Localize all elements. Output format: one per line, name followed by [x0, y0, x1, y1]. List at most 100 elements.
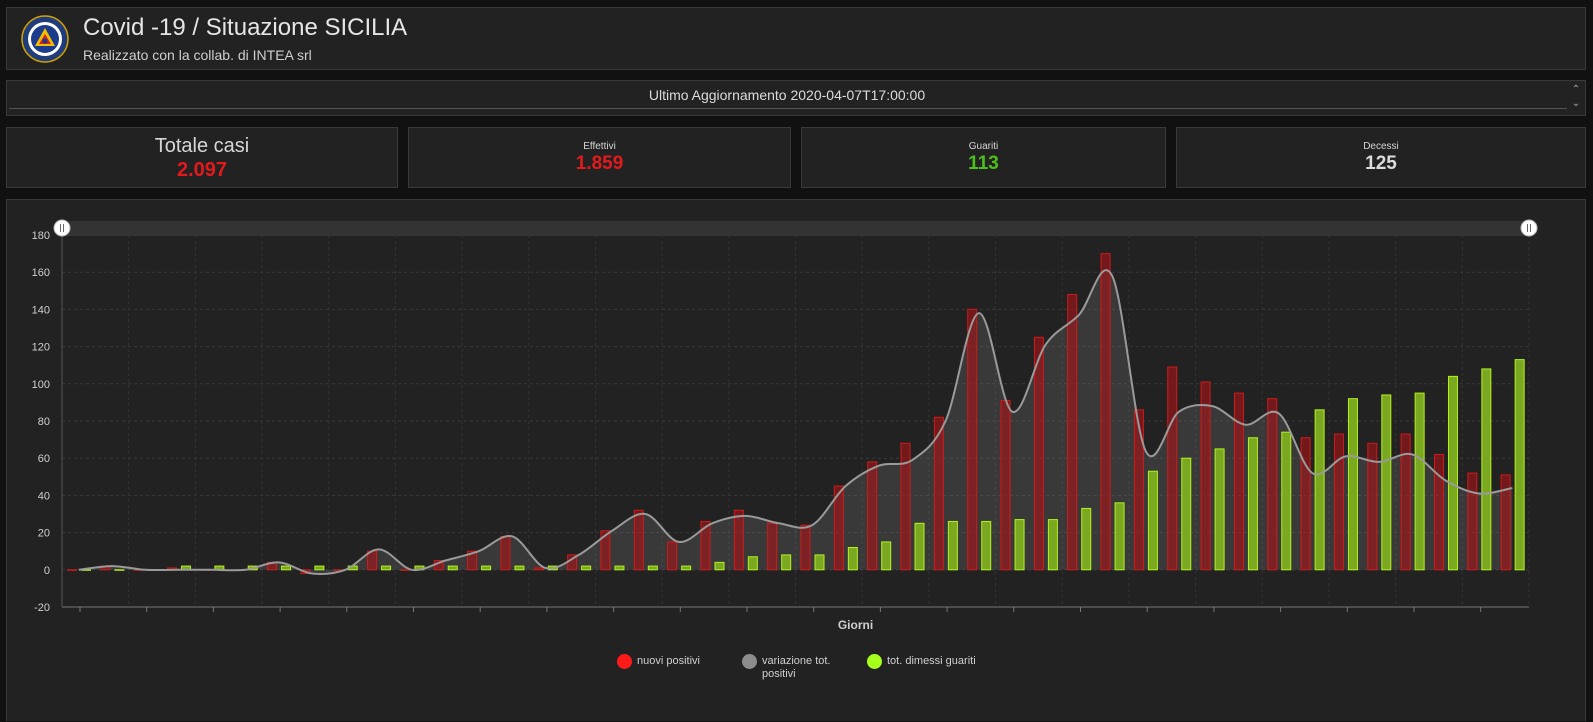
- stat-guariti: Guariti 113: [801, 127, 1166, 188]
- bar-nuovi-positivi: [633, 509, 644, 571]
- y-tick-label: 180: [32, 230, 50, 242]
- y-tick-label: 140: [32, 304, 50, 316]
- bar-nuovi-positivi: [1433, 453, 1444, 571]
- bar-dimessi-guariti: [1314, 409, 1325, 571]
- bar-dimessi-guariti: [614, 565, 625, 571]
- bar-dimessi-guariti: [814, 554, 825, 571]
- bar-nuovi-positivi: [600, 530, 611, 571]
- bar-dimessi-guariti: [714, 561, 725, 571]
- bar-nuovi-positivi: [733, 509, 744, 571]
- bar-nuovi-positivi: [1200, 381, 1211, 571]
- x-axis-title: Giorni: [838, 618, 873, 632]
- bar-nuovi-positivi: [967, 308, 978, 571]
- bar-nuovi-positivi: [833, 485, 844, 571]
- bar-dimessi-guariti: [114, 569, 125, 571]
- y-tick-label: 0: [44, 565, 50, 577]
- bar-dimessi-guariti: [947, 520, 958, 571]
- bar-dimessi-guariti: [1147, 470, 1158, 571]
- stat-guariti-value: 113: [968, 153, 999, 174]
- bar-dimessi-guariti: [981, 520, 992, 571]
- last-update-text: Ultimo Aggiornamento 2020-04-07T17:00:00: [648, 87, 926, 103]
- bar-nuovi-positivi: [1167, 366, 1178, 571]
- legend-item-nuovi-positivi[interactable]: nuovi positivi: [617, 654, 713, 669]
- bar-nuovi-positivi: [933, 416, 944, 571]
- chart-legend: nuovi positivi variazione tot. positivi …: [7, 654, 1585, 694]
- bar-nuovi-positivi: [467, 550, 478, 571]
- bar-dimessi-guariti: [1381, 394, 1392, 571]
- bar-nuovi-positivi: [1367, 442, 1378, 571]
- bar-dimessi-guariti: [1081, 507, 1092, 571]
- bar-nuovi-positivi: [1267, 398, 1278, 571]
- bar-dimessi-guariti: [1281, 431, 1292, 571]
- stat-totale-value: 2.097: [176, 159, 228, 181]
- bar-dimessi-guariti: [1247, 437, 1258, 571]
- y-tick-label: 20: [38, 528, 50, 540]
- bar-nuovi-positivi: [1133, 409, 1144, 571]
- bar-nuovi-positivi: [1033, 336, 1044, 571]
- y-tick-label: 60: [38, 453, 50, 465]
- regional-seal-icon: [21, 15, 69, 63]
- bar-dimessi-guariti: [514, 565, 525, 571]
- legend-label-dimessi-guariti: tot. dimessi guariti: [887, 655, 976, 667]
- bar-nuovi-positivi: [867, 461, 878, 571]
- variazione-line: [78, 269, 1513, 576]
- bar-nuovi-positivi: [1000, 400, 1011, 571]
- update-scrollbar[interactable]: ⌃ ⌄: [1569, 83, 1583, 113]
- bar-nuovi-positivi: [400, 569, 411, 571]
- bar-dimessi-guariti: [747, 556, 758, 571]
- range-slider-start-handle[interactable]: [53, 219, 71, 237]
- y-tick-label: 120: [32, 342, 50, 354]
- stat-decessi-label: Decessi: [1363, 141, 1399, 152]
- chevron-down-icon[interactable]: ⌄: [1571, 98, 1581, 109]
- stat-guariti-label: Guariti: [968, 141, 999, 152]
- bar-dimessi-guariti: [314, 565, 325, 571]
- legend-item-dimessi-guariti[interactable]: tot. dimessi guariti: [867, 654, 1007, 669]
- page-subtitle: Realizzato con la collab. di INTEA srl: [83, 47, 312, 63]
- bar-dimessi-guariti: [1414, 392, 1425, 571]
- bar-dimessi-guariti: [914, 522, 925, 571]
- bar-nuovi-positivi: [767, 522, 778, 571]
- bar-nuovi-positivi: [1067, 294, 1078, 571]
- bar-dimessi-guariti: [781, 554, 792, 571]
- bar-dimessi-guariti: [1114, 502, 1125, 571]
- bar-nuovi-positivi: [700, 520, 711, 571]
- stat-totale-label: Totale casi: [154, 135, 250, 157]
- bar-nuovi-positivi: [1400, 433, 1411, 571]
- bar-dimessi-guariti: [581, 565, 592, 571]
- bar-dimessi-guariti: [847, 546, 858, 571]
- bar-nuovi-positivi: [67, 569, 78, 571]
- stat-totale-casi: Totale casi 2.097: [6, 127, 398, 188]
- legend-item-variazione[interactable]: variazione tot. positivi: [742, 654, 838, 681]
- y-tick-label: 160: [32, 267, 50, 279]
- bar-dimessi-guariti: [1181, 457, 1192, 571]
- bar-nuovi-positivi: [900, 442, 911, 571]
- chart-panel: -20 0 20 40 60 80 100 120 140 160 180 Giorni nuovi …: [6, 199, 1586, 721]
- legend-label-variazione: variazione tot. positivi: [762, 655, 831, 680]
- range-slider-end-handle[interactable]: [1520, 219, 1538, 237]
- bar-nuovi-positivi: [667, 541, 678, 571]
- header-panel: Covid -19 / Situazione SICILIA Realizzat…: [6, 7, 1586, 70]
- legend-label-nuovi-positivi: nuovi positivi: [637, 655, 700, 667]
- legend-dot-variazione: [742, 654, 757, 669]
- bar-nuovi-positivi: [1500, 474, 1511, 571]
- bar-nuovi-positivi: [533, 567, 544, 571]
- chevron-up-icon[interactable]: ⌃: [1571, 84, 1581, 95]
- bar-dimessi-guariti: [481, 565, 492, 571]
- stat-effettivi: Effettivi 1.859: [408, 127, 791, 188]
- bar-dimessi-guariti: [447, 565, 458, 571]
- range-slider-track: [62, 221, 1529, 236]
- page-title: Covid -19 / Situazione SICILIA: [83, 14, 408, 41]
- bar-nuovi-positivi: [800, 524, 811, 571]
- bar-nuovi-positivi: [1233, 392, 1244, 571]
- bar-dimessi-guariti: [1447, 375, 1458, 571]
- legend-dot-nuovi-positivi: [617, 654, 632, 669]
- y-tick-label: 80: [38, 416, 50, 428]
- bar-dimessi-guariti: [1347, 398, 1358, 571]
- update-divider: [9, 108, 1567, 109]
- bar-dimessi-guariti: [1214, 448, 1225, 571]
- bar-dimessi-guariti: [1481, 368, 1492, 571]
- stat-decessi: Decessi 125: [1176, 127, 1586, 188]
- bar-dimessi-guariti: [1014, 519, 1025, 571]
- stat-effettivi-value: 1.859: [575, 153, 624, 174]
- y-tick-label: 100: [32, 379, 50, 391]
